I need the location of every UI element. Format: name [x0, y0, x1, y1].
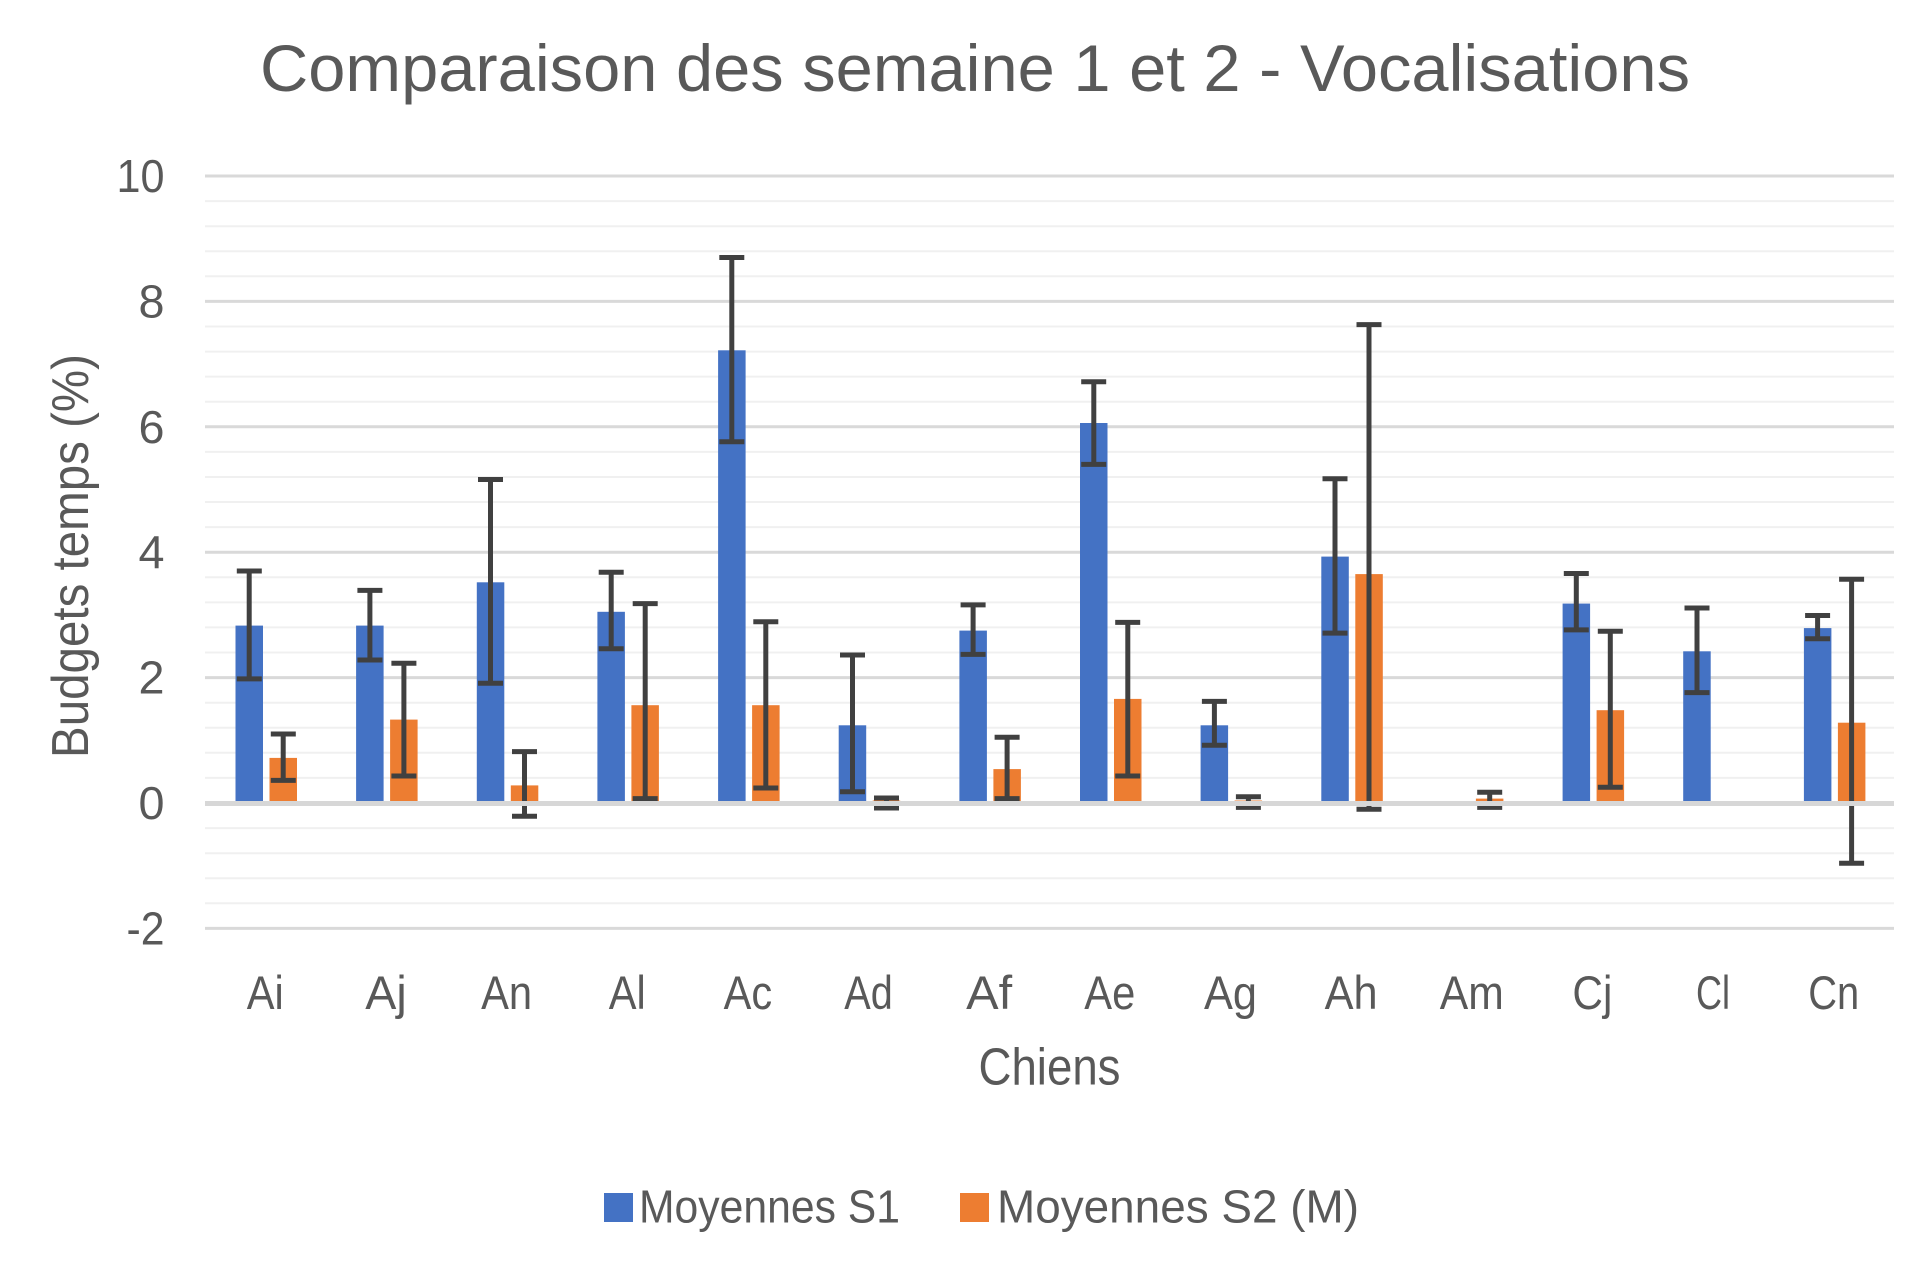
svg-text:8: 8	[139, 275, 165, 327]
svg-text:Al: Al	[609, 966, 646, 1019]
svg-text:Cl: Cl	[1696, 966, 1730, 1019]
svg-text:Ad: Ad	[844, 966, 893, 1019]
svg-text:Cj: Cj	[1572, 966, 1612, 1019]
svg-text:Moyennes S2 (M): Moyennes S2 (M)	[997, 1181, 1359, 1233]
svg-text:Comparaison des semaine 1 et 2: Comparaison des semaine 1 et 2 - Vocalis…	[260, 31, 1690, 105]
svg-text:2: 2	[139, 652, 165, 704]
svg-text:-2: -2	[127, 902, 165, 954]
svg-text:Ae: Ae	[1084, 966, 1135, 1019]
svg-text:0: 0	[139, 777, 165, 829]
svg-text:Aj: Aj	[365, 966, 407, 1019]
svg-text:4: 4	[139, 526, 165, 578]
svg-text:Moyennes S1: Moyennes S1	[639, 1181, 900, 1233]
svg-text:10: 10	[117, 150, 165, 202]
svg-text:Ah: Ah	[1325, 966, 1378, 1019]
svg-text:Budgets temps (%): Budgets temps (%)	[42, 354, 100, 758]
svg-text:Cn: Cn	[1808, 966, 1859, 1019]
svg-text:Ag: Ag	[1204, 966, 1257, 1019]
svg-text:An: An	[481, 966, 532, 1019]
svg-text:Chiens: Chiens	[979, 1039, 1121, 1097]
svg-text:Af: Af	[966, 966, 1013, 1019]
svg-text:Ai: Ai	[247, 966, 284, 1019]
svg-text:6: 6	[139, 401, 165, 453]
svg-text:Am: Am	[1440, 966, 1504, 1019]
svg-text:Ac: Ac	[724, 966, 773, 1019]
